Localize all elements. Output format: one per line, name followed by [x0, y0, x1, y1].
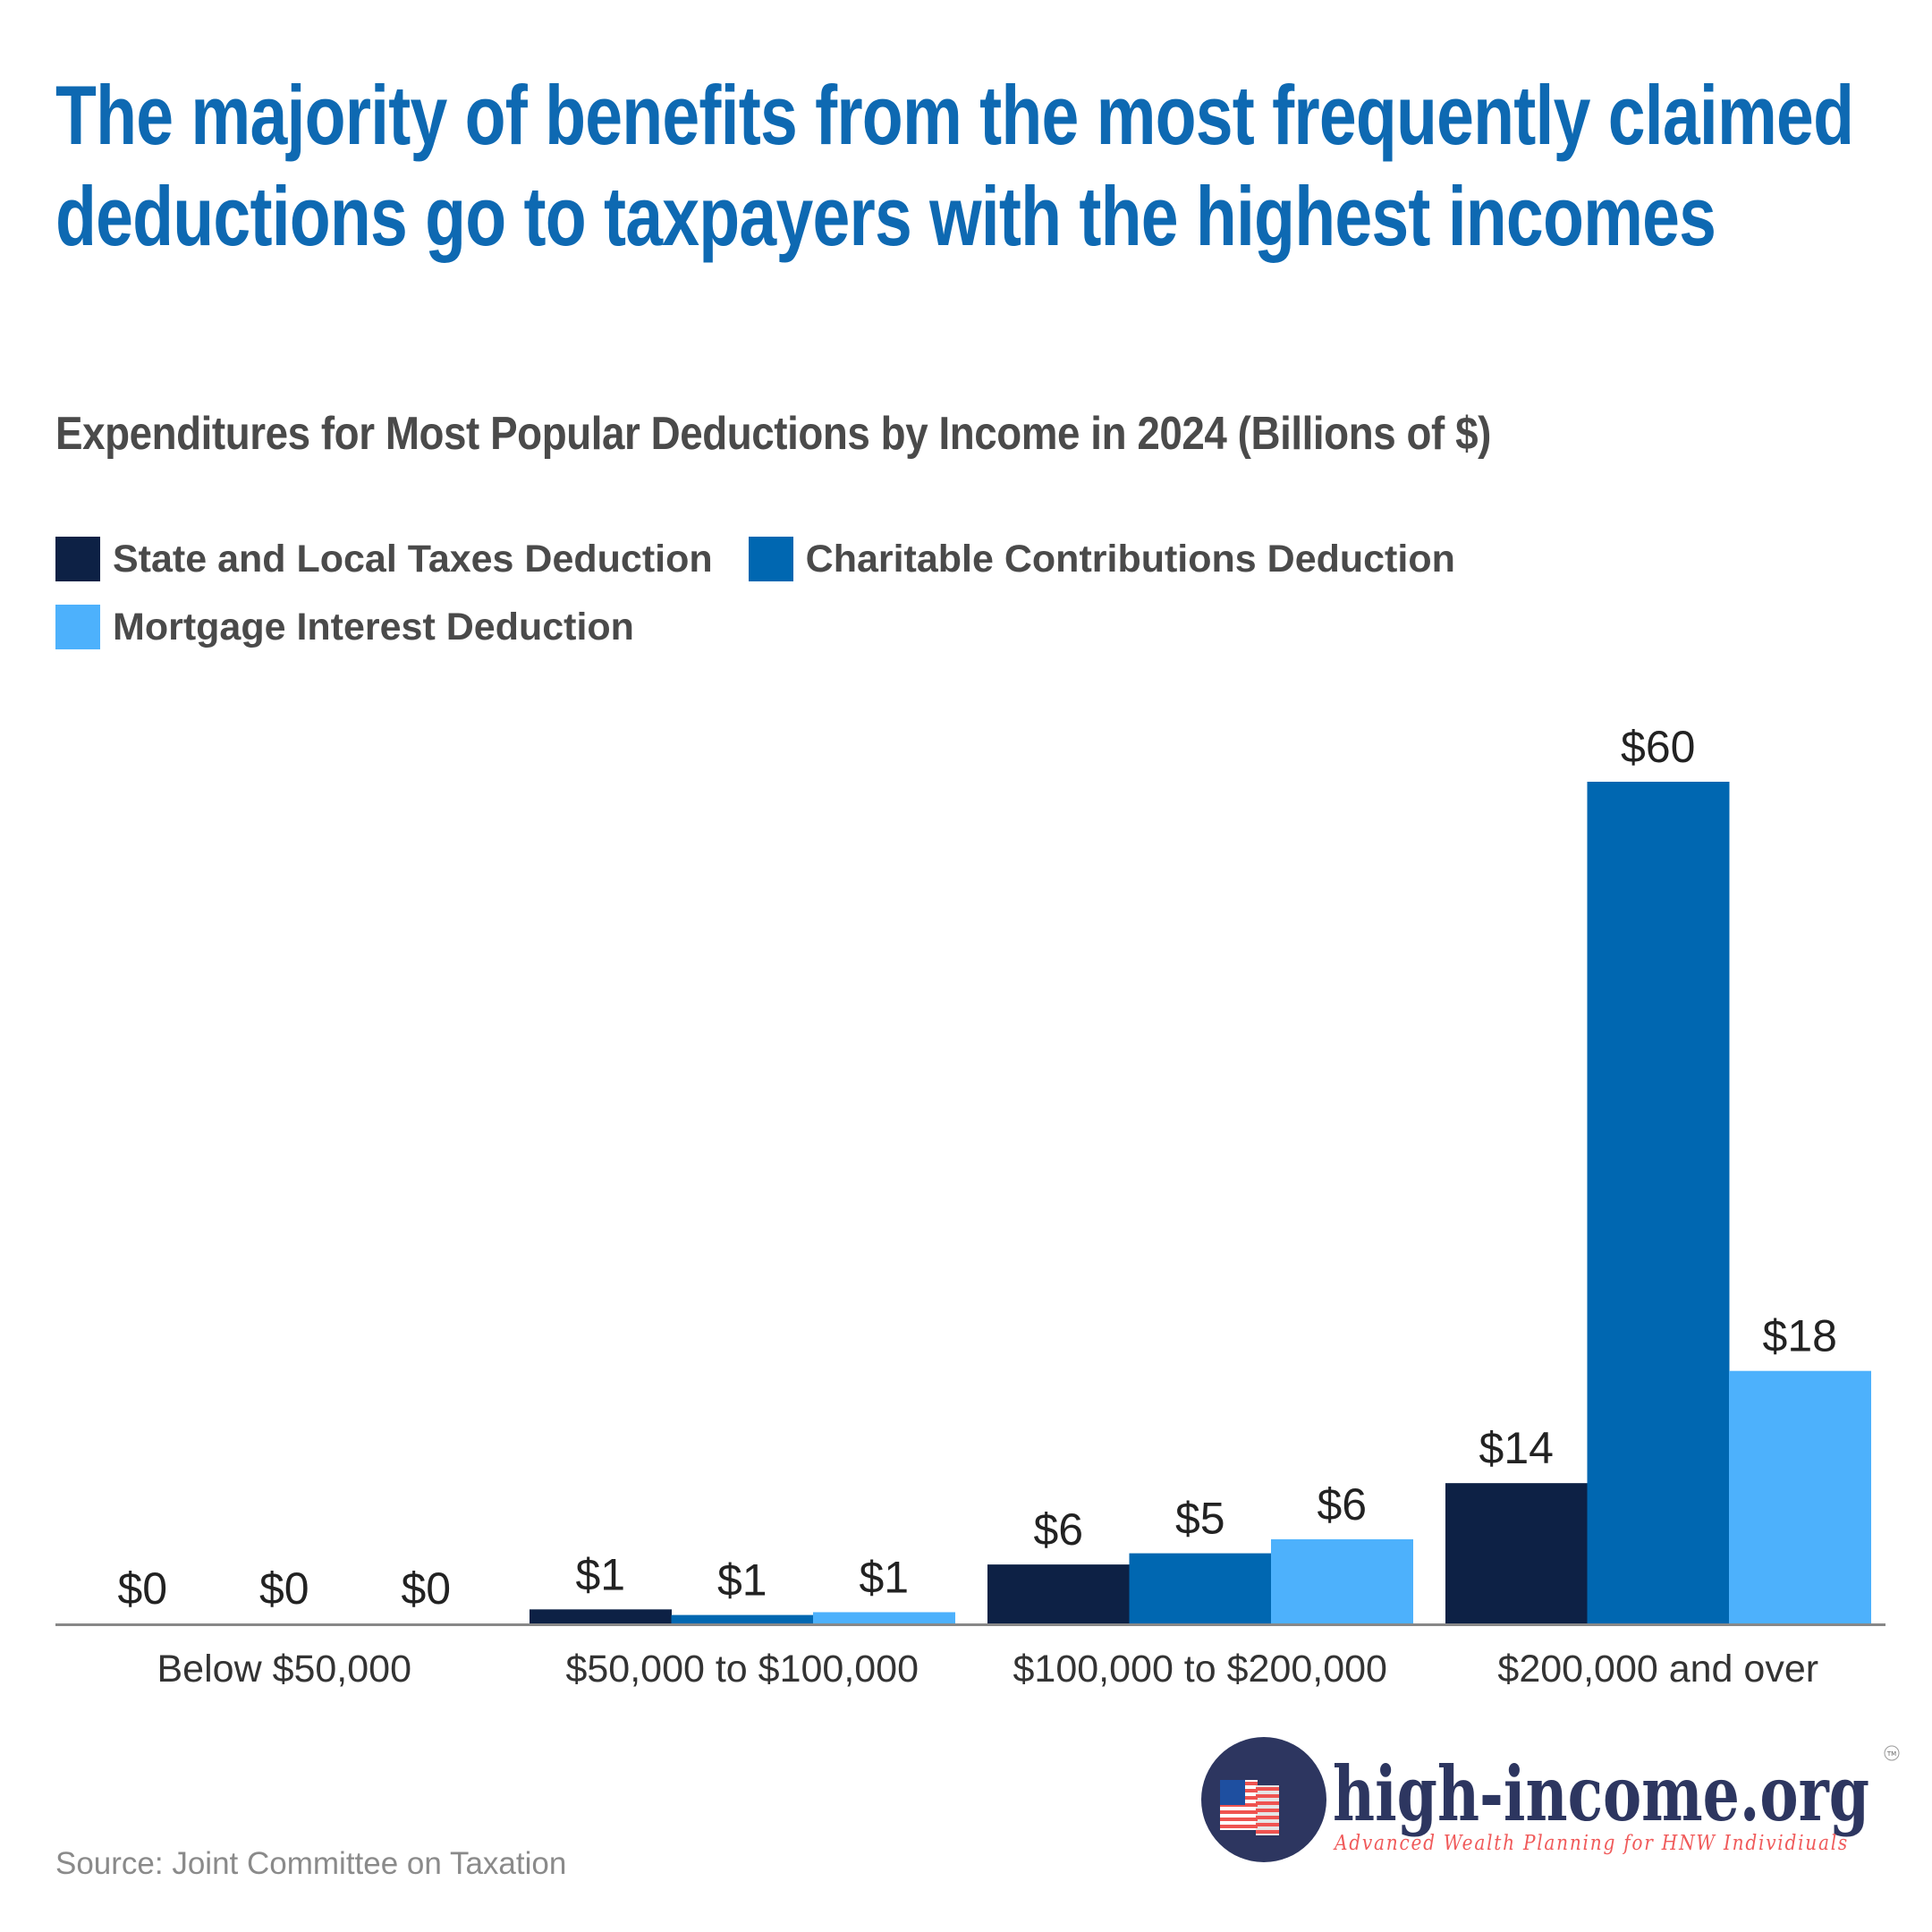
bar [1587, 782, 1730, 1623]
legend-swatch-charitable [748, 537, 793, 581]
bar [813, 1612, 955, 1623]
bar [1129, 1553, 1272, 1623]
logo-tm: TM [1886, 1750, 1896, 1758]
legend-item-salt: State and Local Taxes Deduction [55, 537, 713, 581]
bar [1729, 1370, 1871, 1623]
bar [1445, 1483, 1588, 1623]
legend-item-mortgage: Mortgage Interest Deduction [55, 605, 634, 649]
logo-wordmark: high-income.org [1333, 1750, 1869, 1838]
x-tick-label: $50,000 to $100,000 [565, 1648, 919, 1690]
chart-subtitle: Expenditures for Most Popular Deductions… [55, 408, 1491, 460]
us-flag-icon [1220, 1780, 1279, 1835]
bar [1271, 1538, 1413, 1623]
legend-swatch-salt [55, 537, 100, 581]
legend: State and Local Taxes Deduction Charitab… [55, 537, 1880, 649]
bar [987, 1564, 1130, 1623]
data-label: $18 [1763, 1311, 1837, 1361]
data-label: $5 [1175, 1494, 1225, 1544]
logo-tagline: Advanced Wealth Planning for HNW Individ… [1333, 1832, 1849, 1855]
data-label: $1 [859, 1552, 909, 1602]
legend-swatch-mortgage [55, 605, 100, 649]
x-tick-label: $200,000 and over [1497, 1648, 1818, 1690]
data-label: $1 [575, 1549, 625, 1599]
chart-subtitle-wrap: Expenditures for Most Popular Deductions… [55, 407, 1866, 461]
data-label: $60 [1621, 722, 1695, 772]
x-tick-label: $100,000 to $200,000 [1013, 1648, 1387, 1690]
legend-label-mortgage: Mortgage Interest Deduction [113, 605, 634, 648]
bar [671, 1614, 814, 1623]
data-label: $6 [1033, 1504, 1083, 1555]
legend-item-charitable: Charitable Contributions Deduction [748, 537, 1455, 581]
bar [530, 1609, 672, 1623]
high-income-logo: high-income.org Advanced Wealth Planning… [1201, 1737, 1900, 1862]
data-label: $14 [1479, 1423, 1554, 1473]
data-label: $1 [717, 1555, 767, 1606]
data-label: $0 [401, 1563, 451, 1614]
legend-label-salt: State and Local Taxes Deduction [113, 537, 713, 580]
data-label: $6 [1317, 1479, 1367, 1530]
data-label: $0 [117, 1563, 167, 1614]
legend-label-charitable: Charitable Contributions Deduction [805, 537, 1455, 580]
x-tick-label: Below $50,000 [157, 1648, 412, 1690]
trademark-icon [1884, 1745, 1900, 1761]
chart-title-wrap: The majority of benefits from the most f… [55, 64, 1880, 267]
source-note: Source: Joint Committee on Taxation [55, 1846, 567, 1881]
chart-title: The majority of benefits from the most f… [55, 68, 1854, 263]
data-label: $0 [259, 1563, 309, 1614]
